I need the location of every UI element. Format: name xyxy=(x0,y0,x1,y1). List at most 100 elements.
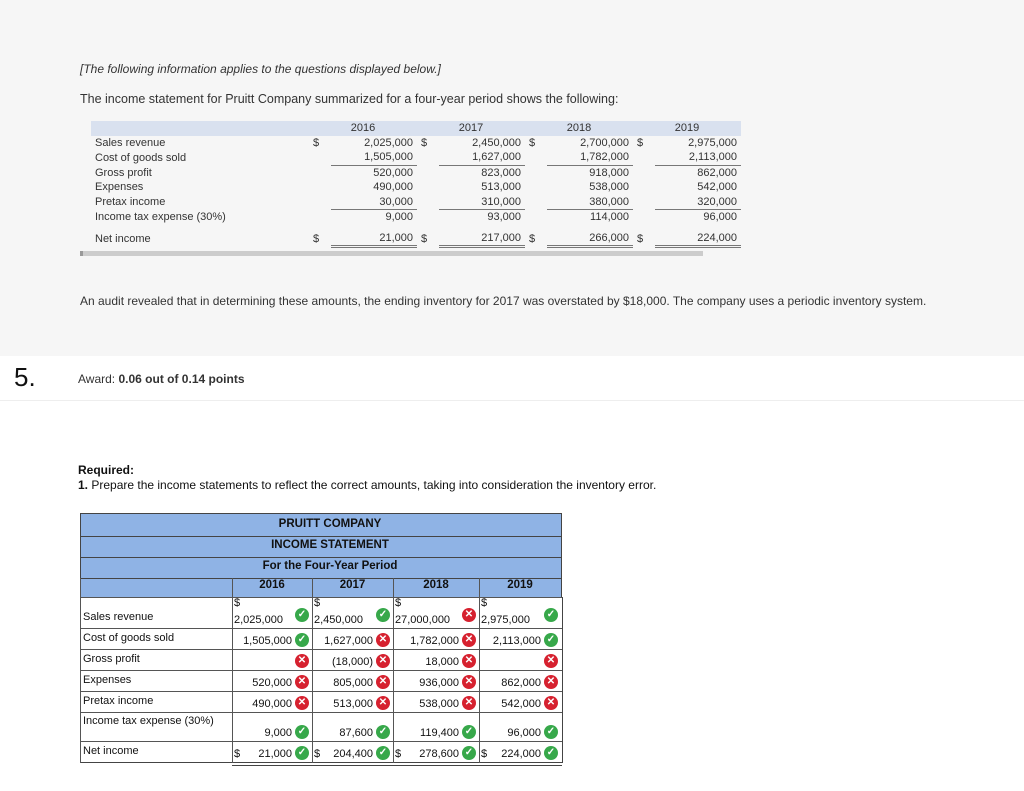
answer-value: 96,000 xyxy=(507,727,541,739)
row-rule xyxy=(80,628,562,629)
answer-row-label: Cost of goods sold xyxy=(83,632,175,644)
answer-input-cell[interactable]: 805,000 ✕ xyxy=(312,670,393,691)
dollar-sign: $ xyxy=(234,748,241,760)
required-text: 1. Prepare the income statements to refl… xyxy=(78,478,656,493)
answer-input-cell[interactable]: (18,000) ✕ xyxy=(312,649,393,670)
required-section: Required: 1. Prepare the income statemen… xyxy=(78,463,656,493)
given-value: 520,000 xyxy=(373,166,413,179)
given-dollar-sign xyxy=(309,150,331,165)
answer-input-cell[interactable]: $278,600 ✓ xyxy=(393,741,479,762)
answer-value: 1,505,000 xyxy=(243,635,292,647)
given-value: 513,000 xyxy=(481,181,521,194)
given-value: 380,000 xyxy=(547,194,633,210)
answer-input-cell[interactable]: 18,000 ✕ xyxy=(393,649,479,670)
answer-input-cell[interactable]: 2,113,000 ✓ xyxy=(479,628,561,649)
given-value: 114,000 xyxy=(590,211,629,224)
given-row-label: Expenses xyxy=(95,181,144,194)
answer-input-cell[interactable]: 862,000 ✕ xyxy=(479,670,561,691)
answer-input-cell[interactable]: $21,000 ✓ xyxy=(232,741,312,762)
correct-check-icon: ✓ xyxy=(295,633,309,647)
answer-input-cell[interactable]: ✕ xyxy=(479,649,561,670)
given-value: 217,000 xyxy=(439,224,525,248)
incorrect-x-icon: ✕ xyxy=(544,654,558,668)
answer-value: 2,975,000 xyxy=(481,614,530,626)
correct-check-icon: ✓ xyxy=(376,608,390,622)
answer-value: 278,600 xyxy=(419,748,459,760)
correct-check-icon: ✓ xyxy=(544,633,558,647)
row-rule xyxy=(80,712,562,713)
given-year-2019: 2019 xyxy=(633,121,741,136)
correct-check-icon: ✓ xyxy=(544,608,558,622)
question-context-panel xyxy=(0,0,1024,356)
answer-value: (18,000) xyxy=(332,656,373,668)
given-dollar-sign: $ xyxy=(637,232,644,245)
answer-input-cell[interactable]: 936,000 ✕ xyxy=(393,670,479,691)
answer-input-cell[interactable]: 1,627,000 ✕ xyxy=(312,628,393,649)
scroll-bar[interactable] xyxy=(80,251,703,256)
given-value: 96,000 xyxy=(703,211,737,224)
divider xyxy=(0,400,1024,401)
dollar-sign: $ xyxy=(395,597,402,609)
answer-input-cell[interactable]: 1,505,000 ✓ xyxy=(232,628,312,649)
answer-input-cell[interactable]: 542,000 ✕ xyxy=(479,691,561,712)
given-row: Cost of goods sold 1,505,000 1,627,000 1,78… xyxy=(91,150,741,166)
answer-value: 21,000 xyxy=(258,748,292,760)
header-rule xyxy=(80,557,562,558)
given-value: 1,627,000 xyxy=(439,150,525,166)
given-value: 224,000 xyxy=(655,224,741,248)
answer-value: 2,025,000 xyxy=(234,614,283,626)
answer-table-frame xyxy=(80,597,563,763)
answer-value: 27,000,000 xyxy=(395,614,451,626)
given-dollar-sign: $ xyxy=(313,136,320,149)
answer-row-label: Income tax expense (30%) xyxy=(83,715,214,727)
answer-input-cell[interactable]: $27,000,000 ✕ xyxy=(393,597,479,628)
answer-input-cell[interactable]: 87,600 ✓ xyxy=(312,712,393,741)
given-dollar-sign: $ xyxy=(313,232,320,245)
answer-value: 936,000 xyxy=(419,677,459,689)
given-dollar-sign xyxy=(525,180,547,195)
answer-input-cell[interactable]: $2,450,000 ✓ xyxy=(312,597,393,628)
answer-value: 862,000 xyxy=(501,677,541,689)
incorrect-x-icon: ✕ xyxy=(376,696,390,710)
answer-input-cell[interactable]: 538,000 ✕ xyxy=(393,691,479,712)
required-title: Required: xyxy=(78,463,135,477)
answer-input-cell[interactable]: 96,000 ✓ xyxy=(479,712,561,741)
answer-value: 2,450,000 xyxy=(314,614,363,626)
answer-value: 513,000 xyxy=(333,698,373,710)
given-value: 918,000 xyxy=(589,166,629,179)
dollar-sign: $ xyxy=(395,748,402,760)
statement-period: For the Four-Year Period xyxy=(262,560,398,572)
given-row-label: Pretax income xyxy=(95,196,166,208)
answer-value: 490,000 xyxy=(252,698,292,710)
row-rule xyxy=(80,670,562,671)
answer-input-cell[interactable]: 490,000 ✕ xyxy=(232,691,312,712)
answer-input-cell[interactable]: $2,025,000 ✓ xyxy=(232,597,312,628)
answer-value: 542,000 xyxy=(501,698,541,710)
answer-input-cell[interactable]: 9,000 ✓ xyxy=(232,712,312,741)
answer-value: 87,600 xyxy=(339,727,373,739)
answer-input-cell[interactable]: 513,000 ✕ xyxy=(312,691,393,712)
given-dollar-sign xyxy=(417,210,439,225)
given-value: 21,000 xyxy=(331,224,417,248)
award-value: 0.06 out of 0.14 points xyxy=(118,372,245,386)
answer-row-label: Net income xyxy=(83,745,139,757)
given-dollar-sign xyxy=(525,165,547,180)
answer-input-cell[interactable]: $204,400 ✓ xyxy=(312,741,393,762)
year-header-2018: 2018 xyxy=(423,579,449,591)
given-dollar-sign xyxy=(309,210,331,225)
given-dollar-sign: $ xyxy=(421,232,428,245)
answer-value: 119,400 xyxy=(420,727,459,739)
answer-input-cell[interactable]: ✕ xyxy=(232,649,312,670)
row-rule xyxy=(80,649,562,650)
answer-input-cell[interactable]: 119,400 ✓ xyxy=(393,712,479,741)
answer-input-cell[interactable]: $2,975,000 ✓ xyxy=(479,597,561,628)
answer-input-cell[interactable]: 520,000 ✕ xyxy=(232,670,312,691)
incorrect-x-icon: ✕ xyxy=(295,675,309,689)
incorrect-x-icon: ✕ xyxy=(376,675,390,689)
answer-input-cell[interactable]: 1,782,000 ✕ xyxy=(393,628,479,649)
given-value: 542,000 xyxy=(697,181,737,194)
answer-input-cell[interactable]: $224,000 ✓ xyxy=(479,741,561,762)
answer-value: 1,627,000 xyxy=(324,635,373,647)
row-rule xyxy=(80,691,562,692)
answer-value: 1,782,000 xyxy=(410,635,459,647)
